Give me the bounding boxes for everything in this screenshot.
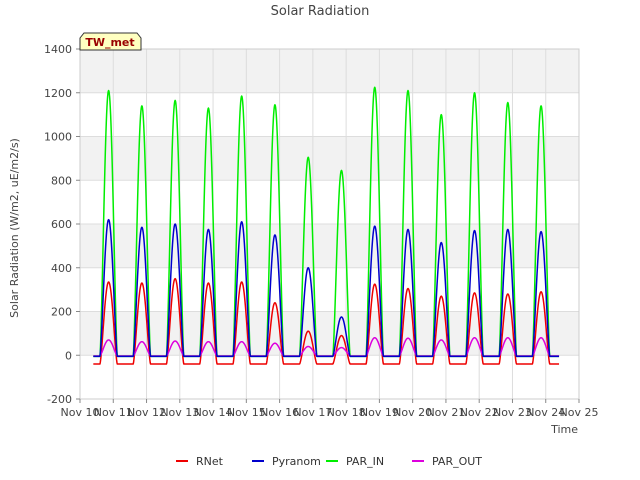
legend: RNet Pyranom PAR_IN PAR_OUT — [176, 455, 482, 468]
station-badge: TW_met — [79, 32, 142, 51]
legend-label: Pyranom — [272, 455, 321, 468]
plot-band — [80, 311, 579, 356]
x-tick-label: Nov 10 — [61, 406, 100, 419]
plot-bands — [80, 49, 579, 356]
x-tick-label: Nov 22 — [460, 406, 499, 419]
badge-label: TW_met — [85, 36, 134, 49]
y-tick-label: 1200 — [44, 87, 72, 100]
x-tick-label: Nov 24 — [526, 406, 565, 419]
legend-label: RNet — [196, 455, 224, 468]
y-tick-label: 0 — [65, 349, 72, 362]
legend-label: PAR_IN — [346, 455, 384, 468]
y-tick-label: 1400 — [44, 43, 72, 56]
series-line-rnet — [92, 277, 560, 365]
x-tick-label: Nov 16 — [260, 406, 299, 419]
x-tick-label: Nov 18 — [327, 406, 366, 419]
x-tick-label: Nov 21 — [426, 406, 465, 419]
y-axis-title: Solar Radiation (W/m2, uE/m2/s) — [8, 138, 21, 318]
plot-band — [80, 136, 579, 181]
x-tick-label: Nov 14 — [194, 406, 233, 419]
legend-item-par-out: PAR_OUT — [412, 455, 482, 468]
legend-item-rnet: RNet — [176, 455, 224, 468]
x-tick-label: Nov 12 — [127, 406, 166, 419]
x-axis-title: Time — [550, 423, 578, 436]
x-tick-label: Nov 17 — [293, 406, 332, 419]
x-tick-label: Nov 15 — [227, 406, 266, 419]
y-tick-label: 1000 — [44, 131, 72, 144]
x-tick-label: Nov 25 — [560, 406, 599, 419]
legend-item-par-in: PAR_IN — [326, 455, 384, 468]
plot-band — [80, 224, 579, 268]
series-layer — [92, 86, 560, 365]
legend-item-pyranom: Pyranom — [252, 455, 321, 468]
x-tick-label: Nov 13 — [160, 406, 199, 419]
x-tick-label: Nov 20 — [393, 406, 432, 419]
x-tick-label: Nov 23 — [493, 406, 532, 419]
y-tick-label: 200 — [51, 306, 72, 319]
chart-title: Solar Radiation — [271, 4, 370, 19]
x-tick-label: Nov 11 — [94, 406, 133, 419]
series-line-pyranom — [92, 218, 560, 358]
y-tick-label: 600 — [51, 218, 72, 231]
legend-label: PAR_OUT — [432, 455, 482, 468]
y-tick-label: -200 — [47, 393, 72, 406]
y-tick-label: 400 — [51, 262, 72, 275]
x-tick-label: Nov 19 — [360, 406, 399, 419]
plot-band — [80, 49, 579, 93]
y-axis-ticks: -200 0 200 400 600 800 1000 1200 1400 — [44, 43, 80, 406]
badge-box — [79, 32, 142, 51]
y-tick-label: 800 — [51, 174, 72, 187]
